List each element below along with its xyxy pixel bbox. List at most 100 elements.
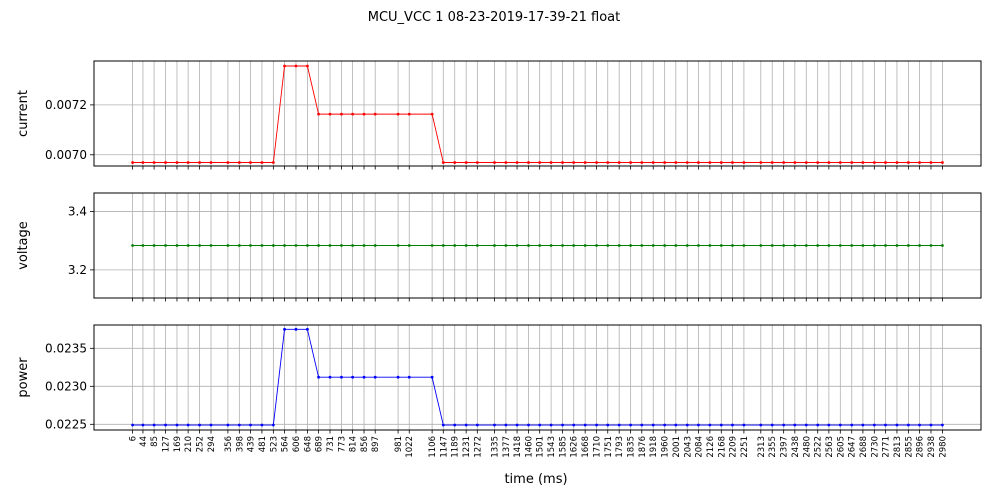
data-point-voltage: [271, 244, 275, 247]
x-tick-label: 210: [184, 436, 194, 452]
data-point-voltage: [373, 244, 377, 247]
data-point-voltage: [141, 244, 145, 247]
data-point-current: [629, 161, 633, 164]
data-point-current: [861, 161, 865, 164]
x-tick-label: 2605: [836, 436, 846, 458]
x-tick-label: 981: [394, 436, 404, 452]
x-tick-label: 2855: [904, 436, 914, 458]
data-point-current: [850, 161, 854, 164]
x-tick-label: 1501: [536, 436, 546, 458]
y-axis-label: current: [16, 90, 31, 137]
data-point-power: [827, 423, 831, 427]
data-point-current: [141, 161, 145, 164]
data-point-current: [895, 161, 899, 164]
x-tick-label: 2688: [859, 436, 869, 458]
x-tick-label: 1106: [428, 436, 438, 458]
figure-title: MCU_VCC 1 08-23-2019-17-39-21 float: [368, 10, 620, 25]
y-tick-label: 0.0230: [45, 379, 87, 393]
data-point-voltage: [407, 244, 411, 247]
data-point-voltage: [895, 244, 899, 247]
data-point-power: [538, 423, 542, 427]
x-tick-label: 731: [326, 436, 336, 452]
data-point-voltage: [430, 244, 434, 247]
data-point-current: [351, 112, 355, 116]
data-point-voltage: [237, 244, 241, 247]
x-tick-label: 2938: [927, 436, 937, 458]
data-point-power: [872, 423, 876, 427]
x-tick-label: 1960: [661, 436, 671, 458]
x-tick-label: 398: [235, 436, 245, 452]
y-tick-label: 0.0235: [45, 341, 87, 355]
data-point-voltage: [918, 244, 921, 247]
x-tick-label: 2397: [780, 436, 790, 458]
data-point-voltage: [306, 244, 309, 247]
data-point-power: [674, 423, 678, 427]
x-tick-label: 606: [292, 436, 302, 452]
x-tick-label: 169: [173, 436, 183, 452]
x-tick-label: 2209: [728, 436, 738, 458]
data-point-power: [340, 375, 343, 379]
data-point-voltage: [396, 244, 400, 247]
data-point-current: [674, 161, 678, 164]
data-point-power: [464, 423, 468, 427]
data-point-current: [493, 161, 496, 164]
data-point-power: [561, 423, 564, 427]
data-point-power: [895, 423, 899, 427]
y-tick-label: 3.4: [68, 205, 87, 219]
y-axis-label: power: [16, 357, 31, 398]
data-point-current: [782, 161, 786, 164]
x-tick-label: 1189: [451, 436, 461, 458]
axes-frame: [93, 324, 982, 431]
data-point-current: [606, 161, 610, 164]
data-point-voltage: [663, 244, 667, 247]
data-point-voltage: [527, 244, 530, 247]
data-point-power: [515, 423, 519, 427]
data-point-power: [708, 423, 712, 427]
x-tick-label: 1710: [593, 436, 603, 458]
data-point-voltage: [294, 244, 298, 247]
data-point-voltage: [441, 244, 445, 247]
data-point-power: [651, 423, 655, 427]
data-point-voltage: [362, 244, 366, 247]
data-point-power: [697, 423, 700, 427]
x-tick-label: 294: [207, 436, 217, 452]
data-point-voltage: [838, 244, 842, 247]
data-point-voltage: [493, 244, 496, 247]
data-point-voltage: [317, 244, 320, 247]
data-point-current: [175, 161, 179, 164]
x-tick-label: 2313: [757, 436, 767, 458]
data-point-voltage: [674, 244, 678, 247]
series-line-current: [132, 65, 943, 163]
x-tick-label: 897: [371, 436, 381, 452]
x-tick-label: 1231: [462, 436, 472, 458]
data-point-current: [827, 161, 831, 164]
data-point-voltage: [595, 244, 598, 247]
data-point-current: [306, 64, 309, 68]
data-point-power: [838, 423, 842, 427]
data-point-power: [237, 423, 241, 427]
y-axis-label: voltage: [16, 221, 31, 270]
data-point-power: [141, 423, 145, 427]
x-tick-label: 2522: [814, 436, 824, 458]
x-tick-label: 1377: [502, 436, 512, 458]
x-tick-label: 1668: [581, 436, 591, 458]
data-point-current: [407, 112, 411, 116]
data-point-power: [759, 423, 763, 427]
data-point-power: [583, 423, 587, 427]
x-tick-label: 1626: [570, 436, 580, 458]
x-tick-label: 1418: [513, 436, 523, 458]
data-point-power: [685, 423, 689, 427]
data-point-current: [719, 161, 723, 164]
data-point-power: [719, 423, 723, 427]
data-point-current: [152, 161, 156, 164]
data-point-voltage: [164, 244, 167, 247]
data-point-current: [640, 161, 644, 164]
data-point-power: [527, 423, 530, 427]
data-point-voltage: [561, 244, 564, 247]
data-point-current: [804, 161, 808, 164]
data-point-power: [475, 423, 479, 427]
data-point-voltage: [549, 244, 553, 247]
data-point-current: [209, 161, 213, 164]
data-point-power: [918, 423, 921, 427]
